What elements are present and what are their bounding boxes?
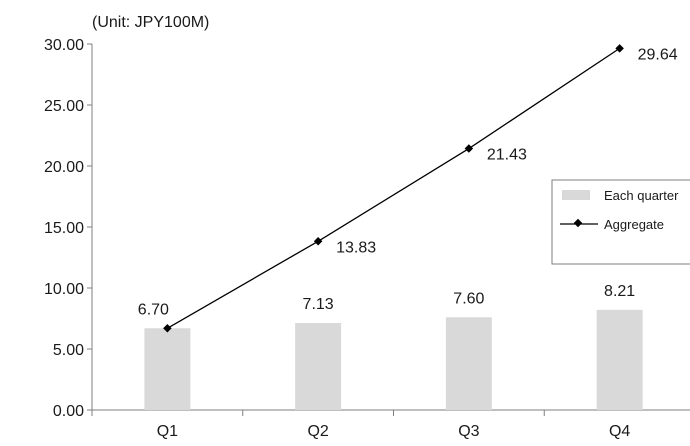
- line-point: [163, 324, 172, 333]
- line-point: [615, 44, 624, 53]
- x-tick-label: Q2: [307, 423, 328, 440]
- aggregate-line: [167, 47, 620, 329]
- bar-series: [144, 309, 643, 410]
- line-data-label: 21.43: [487, 147, 527, 164]
- unit-label: (Unit: JPY100M): [92, 14, 209, 31]
- bar-data-label: 6.70: [138, 301, 169, 318]
- legend: Each quarter Aggregate: [551, 179, 690, 265]
- legend-bar-swatch: [562, 190, 590, 200]
- bar-data-label: 7.13: [303, 296, 334, 313]
- line-point: [313, 237, 323, 246]
- y-tick-label: 30.00: [44, 37, 84, 54]
- y-tick-label: 15.00: [44, 220, 84, 237]
- line-data-label: 13.83: [336, 239, 376, 256]
- x-tick-label: Q1: [157, 423, 178, 440]
- x-tick-label: Q3: [458, 423, 479, 440]
- bar: [596, 309, 643, 410]
- y-tick-label: 0.00: [53, 403, 84, 420]
- bar: [144, 328, 191, 410]
- line-data-label: 29.64: [638, 46, 678, 63]
- line-point: [464, 144, 474, 153]
- axes: 0.00 5.00 10.00 15.00 20.00 25.00 30.00 Q1 Q2 Q3 Q…: [44, 37, 690, 440]
- legend-label-each-quarter: Each quarter: [604, 188, 679, 203]
- legend-label-aggregate: Aggregate: [604, 217, 664, 232]
- bar-data-label: 8.21: [604, 283, 635, 300]
- y-tick-label: 25.00: [44, 98, 84, 115]
- y-tick-label: 5.00: [53, 342, 84, 359]
- bar: [445, 317, 492, 410]
- bar-data-label: 7.60: [453, 290, 484, 307]
- x-tick-label: Q4: [609, 423, 630, 440]
- bar: [295, 323, 342, 410]
- y-tick-label: 20.00: [44, 159, 84, 176]
- data-labels: 6.70 7.13 7.60 8.21 13.83 21.43 29.64: [138, 46, 678, 318]
- y-tick-label: 10.00: [44, 281, 84, 298]
- line-series: [163, 44, 624, 333]
